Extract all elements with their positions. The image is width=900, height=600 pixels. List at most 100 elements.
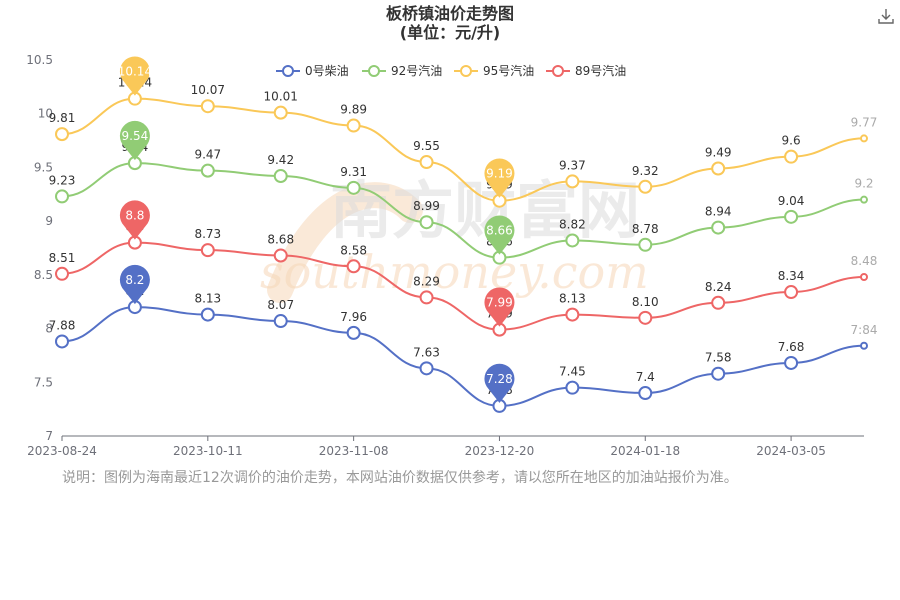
data-point <box>860 195 868 204</box>
y-tick-label: 8 <box>45 322 53 336</box>
pin-label: 10.14 <box>118 65 152 79</box>
legend-item[interactable]: 95号汽油 <box>454 63 534 78</box>
data-point <box>711 161 726 176</box>
legend: 0号柴油 92号汽油 95号汽油 89号汽油 <box>276 63 626 78</box>
data-label: 9.23 <box>49 173 76 187</box>
extreme-pin: 8.8 <box>119 200 150 240</box>
series-line <box>61 162 865 259</box>
data-point <box>200 307 215 322</box>
data-point <box>55 127 69 142</box>
series-line <box>61 97 865 202</box>
data-label: 9.55 <box>413 139 440 153</box>
data-point <box>273 248 288 263</box>
pin-shape <box>119 264 150 305</box>
pin-shape <box>484 158 515 198</box>
data-label: 8.10 <box>632 295 659 309</box>
legend-label: 0号柴油 <box>305 64 349 78</box>
data-point <box>55 334 69 349</box>
data-label: 9.31 <box>340 165 367 179</box>
data-point <box>346 259 361 274</box>
data-label: 9.04 <box>778 194 805 208</box>
data-label: 8.07 <box>267 298 294 312</box>
y-tick-label: 9.5 <box>34 160 53 174</box>
data-point <box>638 179 653 194</box>
data-point <box>711 220 726 235</box>
data-point <box>860 134 868 143</box>
data-point <box>273 169 288 184</box>
y-tick-label: 7.5 <box>34 375 53 389</box>
legend-item[interactable]: 0号柴油 <box>276 64 349 78</box>
data-point <box>346 180 361 195</box>
pin-label: 8.2 <box>125 273 144 287</box>
data-point <box>784 285 799 300</box>
data-label: 8.99 <box>413 199 440 213</box>
data-label: 8.78 <box>632 222 659 236</box>
y-tick-label: 7 <box>45 429 53 443</box>
y-tick-label: 8.5 <box>34 268 53 282</box>
extreme-pin: 8.2 <box>119 264 150 305</box>
data-point <box>711 295 726 310</box>
data-point <box>200 163 215 178</box>
data-point <box>419 290 434 305</box>
x-tick-label: 2023-08-24 <box>27 444 97 458</box>
point-labels: 7.88 8.2 8.13 8.07 7.96 7.63 7.28 7.45 7.4 7.58 7.… <box>49 76 878 397</box>
data-point <box>565 380 580 395</box>
data-label: 8.94 <box>705 205 732 219</box>
pin-label: 7.99 <box>486 296 513 310</box>
data-label: 9.81 <box>49 111 76 125</box>
data-label: 7.45 <box>559 365 586 379</box>
data-label: 8.51 <box>49 251 76 265</box>
data-label: 8.82 <box>559 217 586 231</box>
data-label: 8.34 <box>778 269 805 283</box>
data-label: 9.49 <box>705 146 732 160</box>
y-tick-label: 10.5 <box>26 53 53 67</box>
data-label: 9.6 <box>782 134 801 148</box>
data-point <box>638 237 653 252</box>
data-point <box>860 341 868 350</box>
extreme-pin: 9.19 <box>484 158 515 198</box>
pin-label: 8.66 <box>486 224 513 238</box>
pin-label: 8.8 <box>125 209 144 223</box>
data-label: 7.68 <box>778 340 805 354</box>
chart-title-block: 板桥镇油价走势图 (单位：元/升) <box>0 4 900 42</box>
data-label: 8.24 <box>705 280 732 294</box>
data-point <box>565 233 580 248</box>
data-point <box>419 215 434 230</box>
data-label: 7.63 <box>413 345 440 359</box>
data-label: 7:84 <box>851 323 878 337</box>
data-point <box>784 209 799 224</box>
data-point <box>565 174 580 189</box>
pin-label: 9.19 <box>486 167 513 181</box>
data-label: 9.89 <box>340 103 367 117</box>
data-point <box>784 355 799 370</box>
legend-item[interactable]: 89号汽油 <box>546 63 626 78</box>
pin-shape <box>119 120 150 161</box>
data-point <box>860 273 868 282</box>
data-label: 8.13 <box>194 292 221 306</box>
legend-item[interactable]: 92号汽油 <box>362 63 442 78</box>
legend-marker <box>552 65 564 77</box>
pin-shape <box>119 200 150 240</box>
pin-shape <box>484 215 515 255</box>
data-label: 9.77 <box>851 115 878 129</box>
legend-marker <box>368 65 380 77</box>
pin-shape <box>484 363 515 403</box>
extreme-pin: 7.99 <box>484 287 515 327</box>
data-label: 9.2 <box>854 177 873 191</box>
download-icon[interactable] <box>876 6 896 26</box>
data-label: 8.48 <box>851 254 878 268</box>
extreme-pin: 9.54 <box>119 120 150 161</box>
data-point <box>638 386 653 401</box>
data-label: 8.13 <box>559 292 586 306</box>
data-point <box>200 99 215 114</box>
pin-label: 9.54 <box>122 129 149 143</box>
x-tick-label: 2023-12-20 <box>465 444 535 458</box>
legend-label: 89号汽油 <box>575 63 626 78</box>
pin-shape <box>484 287 515 327</box>
y-tick-label: 10 <box>38 107 53 121</box>
data-point <box>346 118 361 133</box>
data-label: 7.58 <box>705 351 732 365</box>
series-lines <box>61 97 865 407</box>
